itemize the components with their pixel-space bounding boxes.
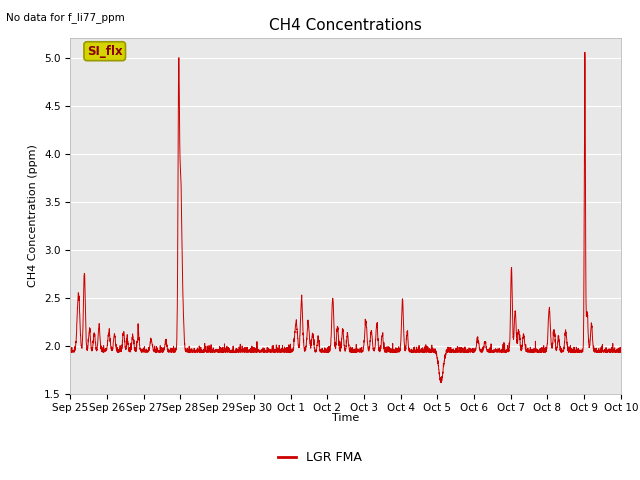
LGR FMA bbox=[616, 349, 624, 355]
Text: SI_flx: SI_flx bbox=[87, 45, 122, 58]
LGR FMA bbox=[438, 380, 445, 385]
LGR FMA bbox=[617, 348, 625, 354]
LGR FMA bbox=[438, 373, 446, 379]
LGR FMA bbox=[166, 349, 173, 355]
LGR FMA bbox=[469, 349, 477, 355]
Title: CH4 Concentrations: CH4 Concentrations bbox=[269, 18, 422, 33]
LGR FMA bbox=[67, 349, 74, 355]
Y-axis label: CH4 Concentration (ppm): CH4 Concentration (ppm) bbox=[29, 144, 38, 288]
LGR FMA bbox=[581, 49, 589, 55]
Line: LGR FMA: LGR FMA bbox=[70, 52, 621, 383]
Legend: LGR FMA: LGR FMA bbox=[273, 446, 367, 469]
Text: No data for f_li77_ppm: No data for f_li77_ppm bbox=[6, 12, 125, 23]
LGR FMA bbox=[325, 348, 333, 354]
X-axis label: Time: Time bbox=[332, 413, 359, 423]
LGR FMA bbox=[500, 348, 508, 353]
